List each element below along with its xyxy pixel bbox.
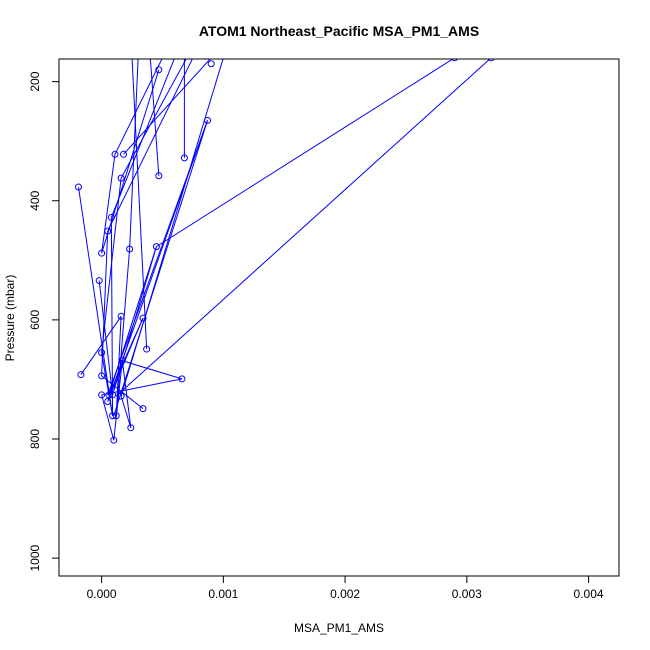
data-point [118,356,126,364]
series-segment [107,120,208,402]
data-point [155,66,163,74]
y-tick-label: 400 [28,190,42,210]
data-point [117,174,125,182]
data-point [98,349,106,357]
data-point [152,243,160,251]
data-point [117,392,125,400]
y-tick-label: 600 [28,310,42,330]
data-point [117,312,125,320]
data-point [98,249,106,257]
data-point [487,59,495,62]
data-point [110,436,118,444]
series-segment [114,59,163,155]
series-segment [113,360,123,441]
y-axis-label: Pressure (mbar) [3,275,17,362]
series-segment [115,316,122,416]
x-tick-label: 0.001 [208,587,238,601]
data-point [74,183,82,191]
series-segment [77,186,114,416]
series-segment [110,59,175,218]
series-segment [120,59,187,179]
data-point [95,277,103,285]
data-point [77,371,85,379]
series-segment [120,395,132,428]
series-segment [107,59,193,232]
data-point [178,375,186,383]
x-tick-label: 0.002 [330,587,360,601]
data-point [204,116,212,124]
data-point [120,150,128,158]
data-point [105,391,113,399]
series-segment [108,246,157,396]
series-segment [101,231,109,376]
data-point [104,397,112,405]
series-segment [115,248,131,416]
series-segment [156,59,454,248]
data-point [112,412,120,420]
x-axis-label: MSA_PM1_AMS [294,621,384,635]
y-tick-label: 1000 [28,544,42,571]
chart-title: ATOM1 Northeast_Pacific MSA_PM1_AMS [199,23,479,39]
y-tick-label: 800 [28,429,42,449]
y-tick-label: 200 [28,71,42,91]
data-point [207,60,215,68]
series-segment [113,120,208,416]
series-segment [120,59,224,397]
data-point [111,150,119,158]
data-point [127,424,135,432]
axes-layer: 0.000 0.001 0.002 0.003 0.004 200 400 600 800 100… [28,71,604,601]
data-point [180,154,188,162]
series-segment [123,59,211,155]
data-point [139,314,147,322]
data-point [139,405,147,413]
x-tick-label: 0.000 [87,587,117,601]
series-segment [80,316,122,375]
series-segment [110,217,114,416]
data-point [109,391,117,399]
data-point [155,172,163,180]
data-point [126,245,134,253]
series-segment [131,59,148,350]
series-segment [101,352,114,416]
data-point [107,213,115,221]
plot-frame [58,58,620,577]
data-point [109,412,117,420]
data-point [98,391,106,399]
x-tick-label: 0.004 [574,587,604,601]
x-tick-label: 0.003 [452,587,482,601]
plot-data-layer [74,59,495,444]
data-point [451,59,458,62]
series-segment [101,378,183,396]
series-segment [115,59,491,397]
series-segment [101,154,116,254]
data-point [143,345,151,353]
series-segment [121,360,132,428]
series-segment [101,178,122,353]
data-point [98,372,106,380]
series-segment [101,394,115,441]
series-segment [129,59,139,250]
data-point [104,227,112,235]
